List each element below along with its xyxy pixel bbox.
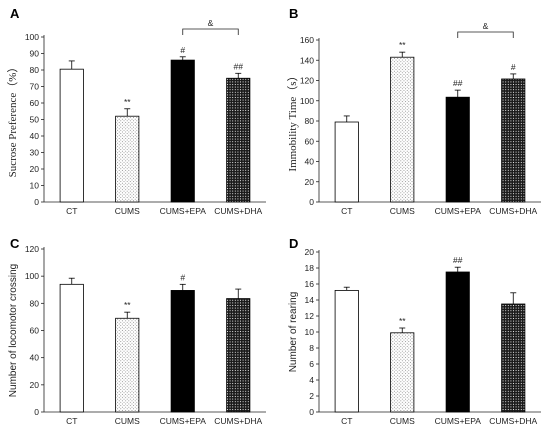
bar-ct [59, 283, 84, 413]
y-tick-label: 14 [305, 295, 315, 305]
significance-mark: # [511, 62, 516, 72]
category-label: CUMS [390, 206, 415, 216]
panel-label: C [10, 236, 20, 251]
chart-panel-c: C Number of locomotor crossing 0 20 40 60 80 10… [8, 236, 266, 426]
y-tick-label: 80 [305, 116, 315, 126]
significance-mark: # [180, 272, 185, 282]
chart-panel-b: B Immobility Time（s） 0 20 40 60 80 100 120 140 160… [286, 6, 541, 216]
bar-cums [390, 332, 415, 413]
y-tick-label: 50 [30, 115, 40, 125]
y-tick-label: 90 [30, 49, 40, 59]
y-tick-label: 30 [30, 148, 40, 158]
y-tick-label: 100 [25, 271, 39, 281]
bar-cums-epa [445, 96, 470, 203]
y-tick-label: 10 [30, 181, 40, 191]
y-tick-label: 160 [300, 35, 314, 45]
y-tick-label: 60 [30, 98, 40, 108]
bar-cums-dha [226, 77, 251, 203]
y-tick-label: 120 [25, 244, 39, 254]
significance-mark: ** [124, 97, 131, 107]
y-tick-label: 12 [305, 311, 315, 321]
y-tick-label: 80 [30, 65, 40, 75]
bar-cums-epa [445, 271, 470, 413]
y-tick-label: 0 [309, 407, 314, 417]
y-tick-label: 40 [305, 157, 315, 167]
category-label: CT [341, 206, 352, 216]
significance-mark: ** [399, 316, 406, 326]
bar-ct [59, 68, 84, 203]
category-label: CUMS [115, 206, 140, 216]
y-tick-label: 40 [30, 353, 40, 363]
y-tick-label: 100 [25, 32, 39, 42]
significance-mark: ## [453, 255, 463, 265]
y-tick-label: 10 [305, 327, 315, 337]
y-tick-label: 4 [309, 375, 314, 385]
category-label: CT [341, 416, 352, 426]
bracket-label: & [208, 18, 214, 28]
category-label: CUMS+EPA [435, 206, 482, 216]
y-tick-label: 140 [300, 55, 314, 65]
y-tick-label: 8 [309, 343, 314, 353]
category-label: CUMS+EPA [160, 416, 207, 426]
y-tick-label: 0 [34, 407, 39, 417]
bar-cums-dha [501, 303, 526, 413]
y-tick-label: 60 [30, 326, 40, 336]
y-axis-label: Number of rearing [288, 292, 299, 373]
significance-mark: ## [234, 61, 244, 71]
bracket-label: & [483, 21, 489, 31]
category-label: CUMS+EPA [435, 416, 482, 426]
y-tick-label: 16 [305, 279, 315, 289]
y-axis-label: Sucrose Preference（%） [6, 62, 19, 178]
y-tick-label: 100 [300, 96, 314, 106]
y-axis-label: Number of locomotor crossing [8, 264, 19, 397]
category-label: CUMS [115, 416, 140, 426]
panel-label: A [10, 6, 20, 21]
y-tick-label: 80 [30, 298, 40, 308]
category-label: CUMS+EPA [160, 206, 207, 216]
bar-cums-epa [170, 290, 195, 413]
y-tick-label: 6 [309, 359, 314, 369]
category-label: CUMS+DHA [489, 416, 537, 426]
bar-cums-dha [226, 298, 251, 413]
significance-mark: ## [453, 78, 463, 88]
bar-cums [390, 56, 415, 203]
y-tick-label: 20 [305, 177, 315, 187]
y-tick-label: 18 [305, 263, 315, 273]
y-tick-label: 20 [30, 380, 40, 390]
y-tick-label: 20 [305, 247, 315, 257]
bar-ct [334, 289, 359, 413]
y-tick-label: 40 [30, 131, 40, 141]
y-axis-label: Immobility Time（s） [286, 70, 299, 171]
y-tick-label: 60 [305, 136, 315, 146]
bar-cums [115, 317, 140, 413]
category-label: CUMS+DHA [489, 206, 537, 216]
category-label: CUMS [390, 416, 415, 426]
comparison-bracket [182, 28, 239, 35]
y-tick-label: 20 [30, 164, 40, 174]
y-tick-label: 120 [300, 76, 314, 86]
bar-ct [334, 121, 359, 203]
y-tick-label: 0 [34, 197, 39, 207]
category-label: CUMS+DHA [214, 206, 262, 216]
chart-panel-d: D Number of rearing 0 2 4 6 8 10 12 14 16 18 20 CT ** C… [288, 236, 541, 426]
category-label: CT [66, 206, 77, 216]
y-tick-label: 0 [309, 197, 314, 207]
bar-cums-epa [170, 59, 195, 203]
chart-panel-a: A Sucrose Preference（%） 0 10 20 30 40 50 60 70 80 9… [6, 6, 266, 216]
y-tick-label: 70 [30, 82, 40, 92]
panel-label: D [289, 236, 298, 251]
bar-cums [115, 115, 140, 203]
y-tick-label: 2 [309, 391, 314, 401]
significance-mark: # [180, 45, 185, 55]
category-label: CT [66, 416, 77, 426]
significance-mark: ** [124, 300, 131, 310]
comparison-bracket [457, 31, 514, 38]
panel-label: B [289, 6, 298, 21]
significance-mark: ** [399, 40, 406, 50]
category-label: CUMS+DHA [214, 416, 262, 426]
bar-cums-dha [501, 78, 526, 203]
